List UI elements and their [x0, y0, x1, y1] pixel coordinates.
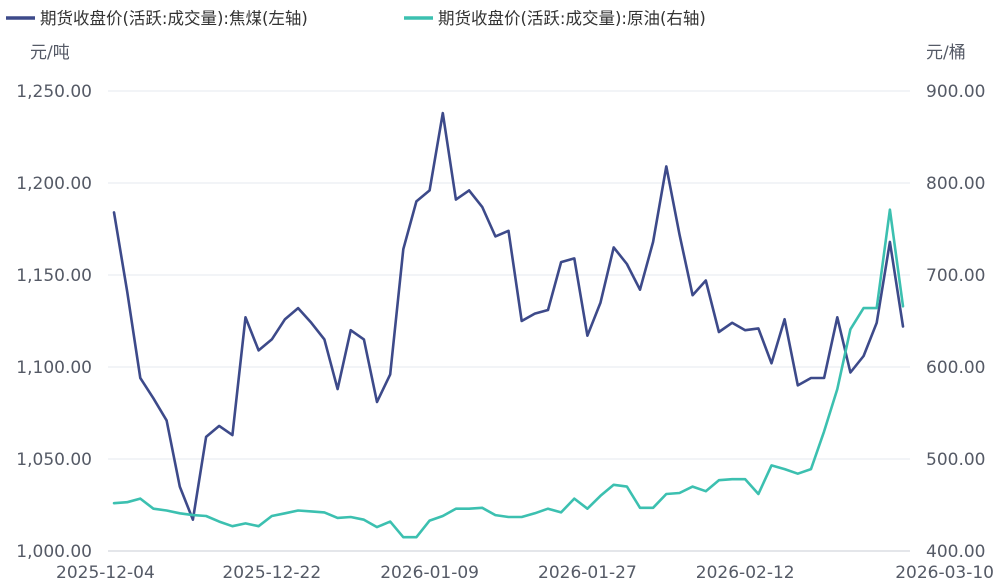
right-axis-tick-label: 600.00 [926, 358, 985, 378]
left-axis-unit: 元/吨 [30, 43, 70, 63]
right-axis-unit: 元/桶 [926, 43, 966, 63]
legend-item-coking-coal[interactable]: 期货收盘价(活跃:成交量):焦煤(左轴) [6, 9, 308, 28]
grid [108, 90, 910, 552]
x-axis-ticks: 2025-12-04 2025-12-22 2026-01-09 2026-01-27… [56, 563, 994, 583]
left-axis-tick-label: 1,250.00 [16, 82, 92, 102]
series-layer [112, 111, 905, 539]
x-axis-tick-label: 2025-12-22 [222, 563, 321, 583]
x-axis-tick-label: 2025-12-04 [56, 563, 155, 583]
x-axis-tick-label: 2026-03-10 [895, 563, 994, 583]
series-line-crude-oil [112, 208, 905, 539]
right-axis-tick-label: 500.00 [926, 450, 985, 470]
legend-label-coking-coal: 期货收盘价(活跃:成交量):焦煤(左轴) [40, 9, 308, 28]
legend-item-crude-oil[interactable]: 期货收盘价(活跃:成交量):原油(右轴) [404, 9, 706, 28]
x-axis-tick-label: 2026-01-09 [380, 563, 479, 583]
left-axis-tick-label: 1,100.00 [16, 358, 92, 378]
right-axis-tick-label: 700.00 [926, 266, 985, 286]
series-line-coking-coal [112, 111, 905, 522]
left-axis-tick-label: 1,150.00 [16, 266, 92, 286]
left-axis-tick-label: 1,050.00 [16, 450, 92, 470]
right-axis-tick-label: 900.00 [926, 82, 985, 102]
legend-label-crude-oil: 期货收盘价(活跃:成交量):原油(右轴) [438, 9, 706, 28]
right-axis-tick-label: 400.00 [926, 542, 985, 562]
legend: 期货收盘价(活跃:成交量):焦煤(左轴) 期货收盘价(活跃:成交量):原油(右轴… [6, 9, 706, 28]
right-axis-ticks: 900.00 800.00 700.00 600.00 500.00 400.00 [926, 82, 985, 562]
right-axis-tick-label: 800.00 [926, 174, 985, 194]
left-axis-tick-label: 1,200.00 [16, 174, 92, 194]
left-axis-tick-label: 1,000.00 [16, 542, 92, 562]
left-axis-ticks: 1,250.00 1,200.00 1,150.00 1,100.00 1,050.00… [16, 82, 92, 562]
x-axis-tick-label: 2026-01-27 [538, 563, 637, 583]
x-axis-tick-label: 2026-02-12 [696, 563, 795, 583]
